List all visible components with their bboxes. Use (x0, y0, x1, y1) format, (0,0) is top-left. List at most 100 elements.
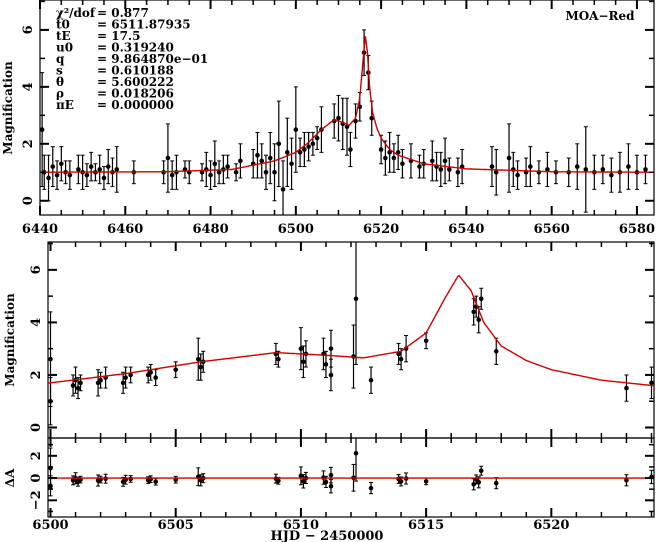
data-point (255, 152, 260, 158)
x-tick-label: 6560 (534, 222, 570, 237)
fit-param-value: = 5.600222 (97, 75, 174, 89)
data-point (398, 356, 404, 362)
data-point (306, 144, 311, 149)
data-point (423, 338, 429, 344)
y-tick-label: 0 (29, 423, 44, 432)
data-point (78, 380, 83, 386)
data-point (263, 169, 269, 175)
data-point (493, 480, 499, 486)
data-point (46, 175, 51, 181)
data-point (301, 359, 306, 365)
fit-param-name: q (56, 52, 65, 66)
x-tick-label: 6515 (408, 518, 444, 533)
data-point (353, 450, 359, 456)
data-point (293, 127, 299, 132)
x-tick-label: 6505 (158, 518, 194, 533)
data-point (323, 362, 329, 367)
fit-param-name: θ (56, 75, 64, 89)
data-point (276, 478, 281, 484)
fit-param-name: t0 (56, 18, 70, 32)
y-axis-label: Magnification (3, 293, 17, 387)
data-point (368, 485, 374, 491)
data-point (101, 175, 107, 181)
zoom-panel-frame (47, 241, 655, 439)
data-point (493, 348, 499, 354)
data-point (383, 155, 388, 161)
data-point (438, 167, 444, 172)
data-point (59, 161, 64, 167)
data-point (442, 158, 448, 164)
data-point (417, 164, 422, 169)
data-point (368, 377, 374, 383)
data-point (297, 150, 303, 155)
data-point (54, 172, 60, 178)
x-axis-label: HJD − 2450000 (271, 529, 384, 542)
data-point (353, 296, 359, 302)
y-tick-label: 4 (29, 318, 44, 327)
data-point (328, 372, 334, 378)
y-tick-label: −2 (29, 490, 44, 510)
data-point (348, 147, 353, 152)
y-tick-label: 0 (29, 474, 44, 483)
data-point (471, 481, 477, 487)
x-tick-label: 6580 (619, 222, 655, 237)
data-point (128, 372, 133, 378)
data-point (378, 147, 384, 152)
data-point (97, 167, 102, 172)
y-tick-label: 4 (21, 82, 36, 91)
model-curve (47, 274, 655, 387)
data-point (624, 385, 629, 391)
top-panel-frame (39, 0, 655, 216)
data-point (398, 479, 404, 484)
x-tick-label: 6520 (363, 222, 399, 237)
data-point (298, 346, 304, 351)
data-point (148, 370, 153, 375)
data-point (476, 317, 482, 323)
data-point (114, 167, 120, 172)
data-point (369, 115, 375, 121)
data-point (600, 167, 606, 172)
data-point (276, 141, 282, 147)
fit-param-value: = 9.864870e−01 (97, 52, 208, 66)
data-point (429, 158, 435, 164)
data-point (478, 468, 484, 474)
data-point (267, 155, 273, 161)
data-point (396, 351, 401, 357)
fit-param-name: πE (56, 98, 74, 112)
data-point (153, 479, 158, 485)
data-point (302, 147, 307, 152)
y-tick-label: 2 (21, 139, 36, 148)
data-point (84, 172, 90, 178)
data-point (98, 377, 103, 383)
x-tick-label: 6480 (192, 222, 228, 237)
data-point (391, 155, 397, 161)
fit-param-name: χ²/dof (56, 6, 96, 20)
fit-param-value: = 0.610188 (97, 64, 174, 78)
data-point (493, 169, 499, 175)
data-point (336, 115, 341, 121)
x-tick-label: 6460 (107, 222, 143, 237)
y-tick-label: 6 (21, 25, 36, 34)
data-point (583, 167, 589, 172)
fit-param-value: = 0.018206 (97, 87, 174, 101)
data-point (314, 135, 320, 141)
data-point (233, 169, 239, 175)
data-point (328, 472, 334, 478)
y-tick-label: 6 (29, 265, 44, 274)
data-point (447, 167, 452, 172)
data-point (208, 172, 213, 178)
data-point (285, 150, 290, 155)
data-point (301, 479, 306, 484)
data-point (70, 383, 76, 388)
data-point (328, 483, 334, 489)
fit-param-name: u0 (56, 41, 73, 55)
data-point (323, 479, 329, 485)
data-point (289, 161, 294, 167)
x-tick-label: 6520 (533, 518, 569, 533)
data-point (120, 380, 126, 386)
fit-param-value: = 0.000000 (97, 98, 174, 112)
data-point (225, 164, 230, 169)
data-point (545, 167, 550, 172)
